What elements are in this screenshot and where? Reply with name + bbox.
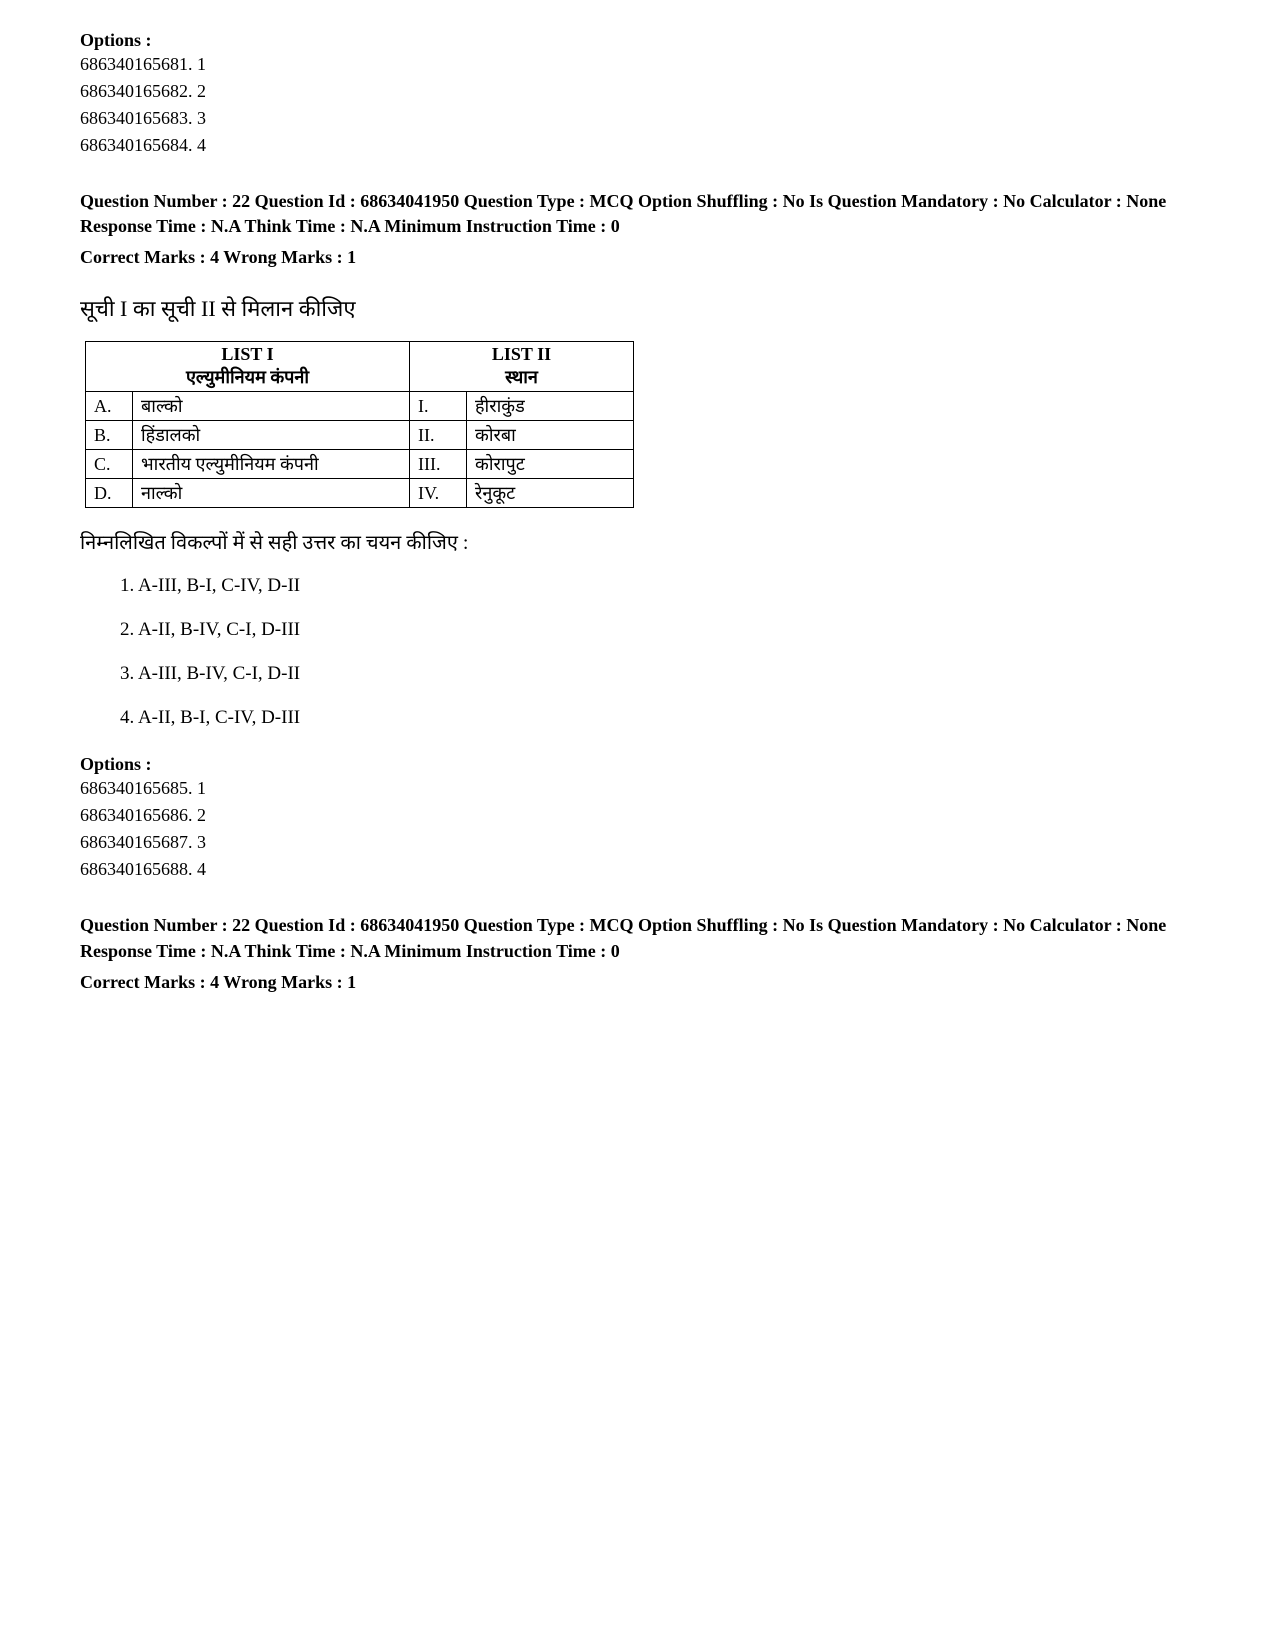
- marks-line: Correct Marks : 4 Wrong Marks : 1: [80, 247, 1195, 268]
- row-letter: B.: [86, 421, 133, 450]
- table-row: A. बाल्को I. हीराकुंड: [86, 392, 634, 421]
- answer-choice-prompt: निम्नलिखित विकल्पों में से सही उत्तर का …: [80, 528, 1195, 555]
- table-row: D. नाल्को IV. रेनुकूट: [86, 479, 634, 508]
- option-line: 686340165683. 3: [80, 105, 1195, 132]
- options-block-2: Options : 686340165685. 1 686340165686. …: [80, 754, 1195, 883]
- question-prompt-hindi: सूची I का सूची II से मिलान कीजिए: [80, 293, 1195, 323]
- row-roman: I.: [410, 392, 467, 421]
- option-line: 686340165687. 3: [80, 829, 1195, 856]
- list1-header: LIST I एल्युमीनियम कंपनी: [86, 342, 410, 392]
- row-list2-value: कोरापुट: [467, 450, 634, 479]
- answer-option: 1. A-III, B-I, C-IV, D-II: [120, 575, 1195, 597]
- option-val: 2: [197, 805, 206, 825]
- list2-title: LIST II: [492, 344, 551, 364]
- row-roman: III.: [410, 450, 467, 479]
- option-line: 686340165688. 4: [80, 856, 1195, 883]
- list2-subtitle: स्थान: [505, 367, 538, 387]
- option-val: 3: [197, 832, 206, 852]
- options-label: Options :: [80, 30, 1195, 51]
- row-list2-value: रेनुकूट: [467, 479, 634, 508]
- row-list1-value: भारतीय एल्युमीनियम कंपनी: [133, 450, 410, 479]
- option-id: 686340165688.: [80, 859, 193, 879]
- option-id: 686340165683.: [80, 108, 193, 128]
- table-row: C. भारतीय एल्युमीनियम कंपनी III. कोरापुट: [86, 450, 634, 479]
- option-id: 686340165681.: [80, 54, 193, 74]
- answer-option: 3. A-III, B-IV, C-I, D-II: [120, 663, 1195, 685]
- row-list1-value: बाल्को: [133, 392, 410, 421]
- option-line: 686340165684. 4: [80, 132, 1195, 159]
- answer-list: 1. A-III, B-I, C-IV, D-II 2. A-II, B-IV,…: [120, 575, 1195, 729]
- option-line: 686340165686. 2: [80, 802, 1195, 829]
- row-list1-value: नाल्को: [133, 479, 410, 508]
- row-letter: C.: [86, 450, 133, 479]
- options-label: Options :: [80, 754, 1195, 775]
- option-id: 686340165686.: [80, 805, 193, 825]
- option-val: 4: [197, 135, 206, 155]
- row-list1-value: हिंडालको: [133, 421, 410, 450]
- answer-option: 4. A-II, B-I, C-IV, D-III: [120, 707, 1195, 729]
- option-id: 686340165685.: [80, 778, 193, 798]
- option-id: 686340165684.: [80, 135, 193, 155]
- option-id: 686340165682.: [80, 81, 193, 101]
- option-val: 2: [197, 81, 206, 101]
- row-list2-value: कोरबा: [467, 421, 634, 450]
- list2-header: LIST II स्थान: [410, 342, 634, 392]
- option-line: 686340165681. 1: [80, 51, 1195, 78]
- answer-option: 2. A-II, B-IV, C-I, D-III: [120, 619, 1195, 641]
- option-line: 686340165682. 2: [80, 78, 1195, 105]
- table-header-row: LIST I एल्युमीनियम कंपनी LIST II स्थान: [86, 342, 634, 392]
- row-list2-value: हीराकुंड: [467, 392, 634, 421]
- row-letter: A.: [86, 392, 133, 421]
- marks-line: Correct Marks : 4 Wrong Marks : 1: [80, 972, 1195, 993]
- option-line: 686340165685. 1: [80, 775, 1195, 802]
- list1-title: LIST I: [221, 344, 273, 364]
- row-letter: D.: [86, 479, 133, 508]
- option-val: 1: [197, 778, 206, 798]
- option-id: 686340165687.: [80, 832, 193, 852]
- question-meta: Question Number : 22 Question Id : 68634…: [80, 189, 1195, 239]
- options-block-1: Options : 686340165681. 1 686340165682. …: [80, 30, 1195, 159]
- table-row: B. हिंडालको II. कोरबा: [86, 421, 634, 450]
- option-val: 3: [197, 108, 206, 128]
- row-roman: IV.: [410, 479, 467, 508]
- question-meta: Question Number : 22 Question Id : 68634…: [80, 913, 1195, 963]
- row-roman: II.: [410, 421, 467, 450]
- list1-subtitle: एल्युमीनियम कंपनी: [186, 367, 309, 387]
- option-val: 1: [197, 54, 206, 74]
- match-table: LIST I एल्युमीनियम कंपनी LIST II स्थान A…: [85, 341, 634, 508]
- option-val: 4: [197, 859, 206, 879]
